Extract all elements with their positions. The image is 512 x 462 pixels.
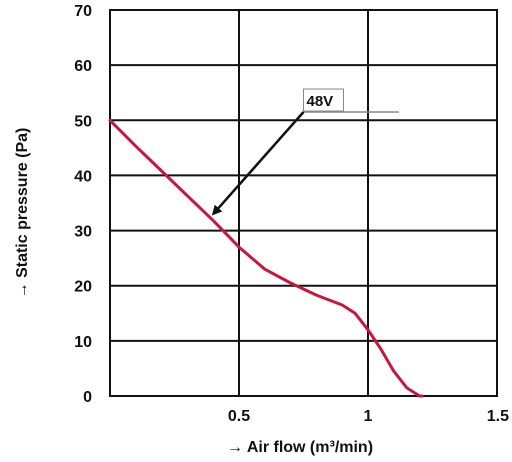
x-tick-label: 0.5 bbox=[228, 408, 250, 425]
y-tick-label: 10 bbox=[74, 334, 92, 351]
y-axis-label: → Static pressure (Pa) bbox=[14, 128, 31, 299]
callout-box bbox=[303, 88, 344, 112]
y-tick-label: 0 bbox=[83, 389, 92, 406]
series-line bbox=[108, 118, 424, 398]
y-tick-label: 60 bbox=[74, 58, 92, 75]
y-tick-label: 40 bbox=[74, 168, 92, 185]
x-axis-label: → Air flow (m³/min) bbox=[227, 439, 373, 456]
y-tick-label: 20 bbox=[74, 279, 92, 296]
y-tick-label: 70 bbox=[74, 3, 92, 20]
callout-label: 48V bbox=[307, 93, 334, 110]
plot-frame bbox=[109, 9, 498, 397]
y-tick-label: 30 bbox=[74, 224, 92, 241]
callout-arrow bbox=[211, 111, 305, 216]
y-tick-label: 50 bbox=[74, 113, 92, 130]
x-tick-label: 1.5 bbox=[487, 408, 509, 425]
x-tick-label: 1 bbox=[364, 408, 373, 425]
